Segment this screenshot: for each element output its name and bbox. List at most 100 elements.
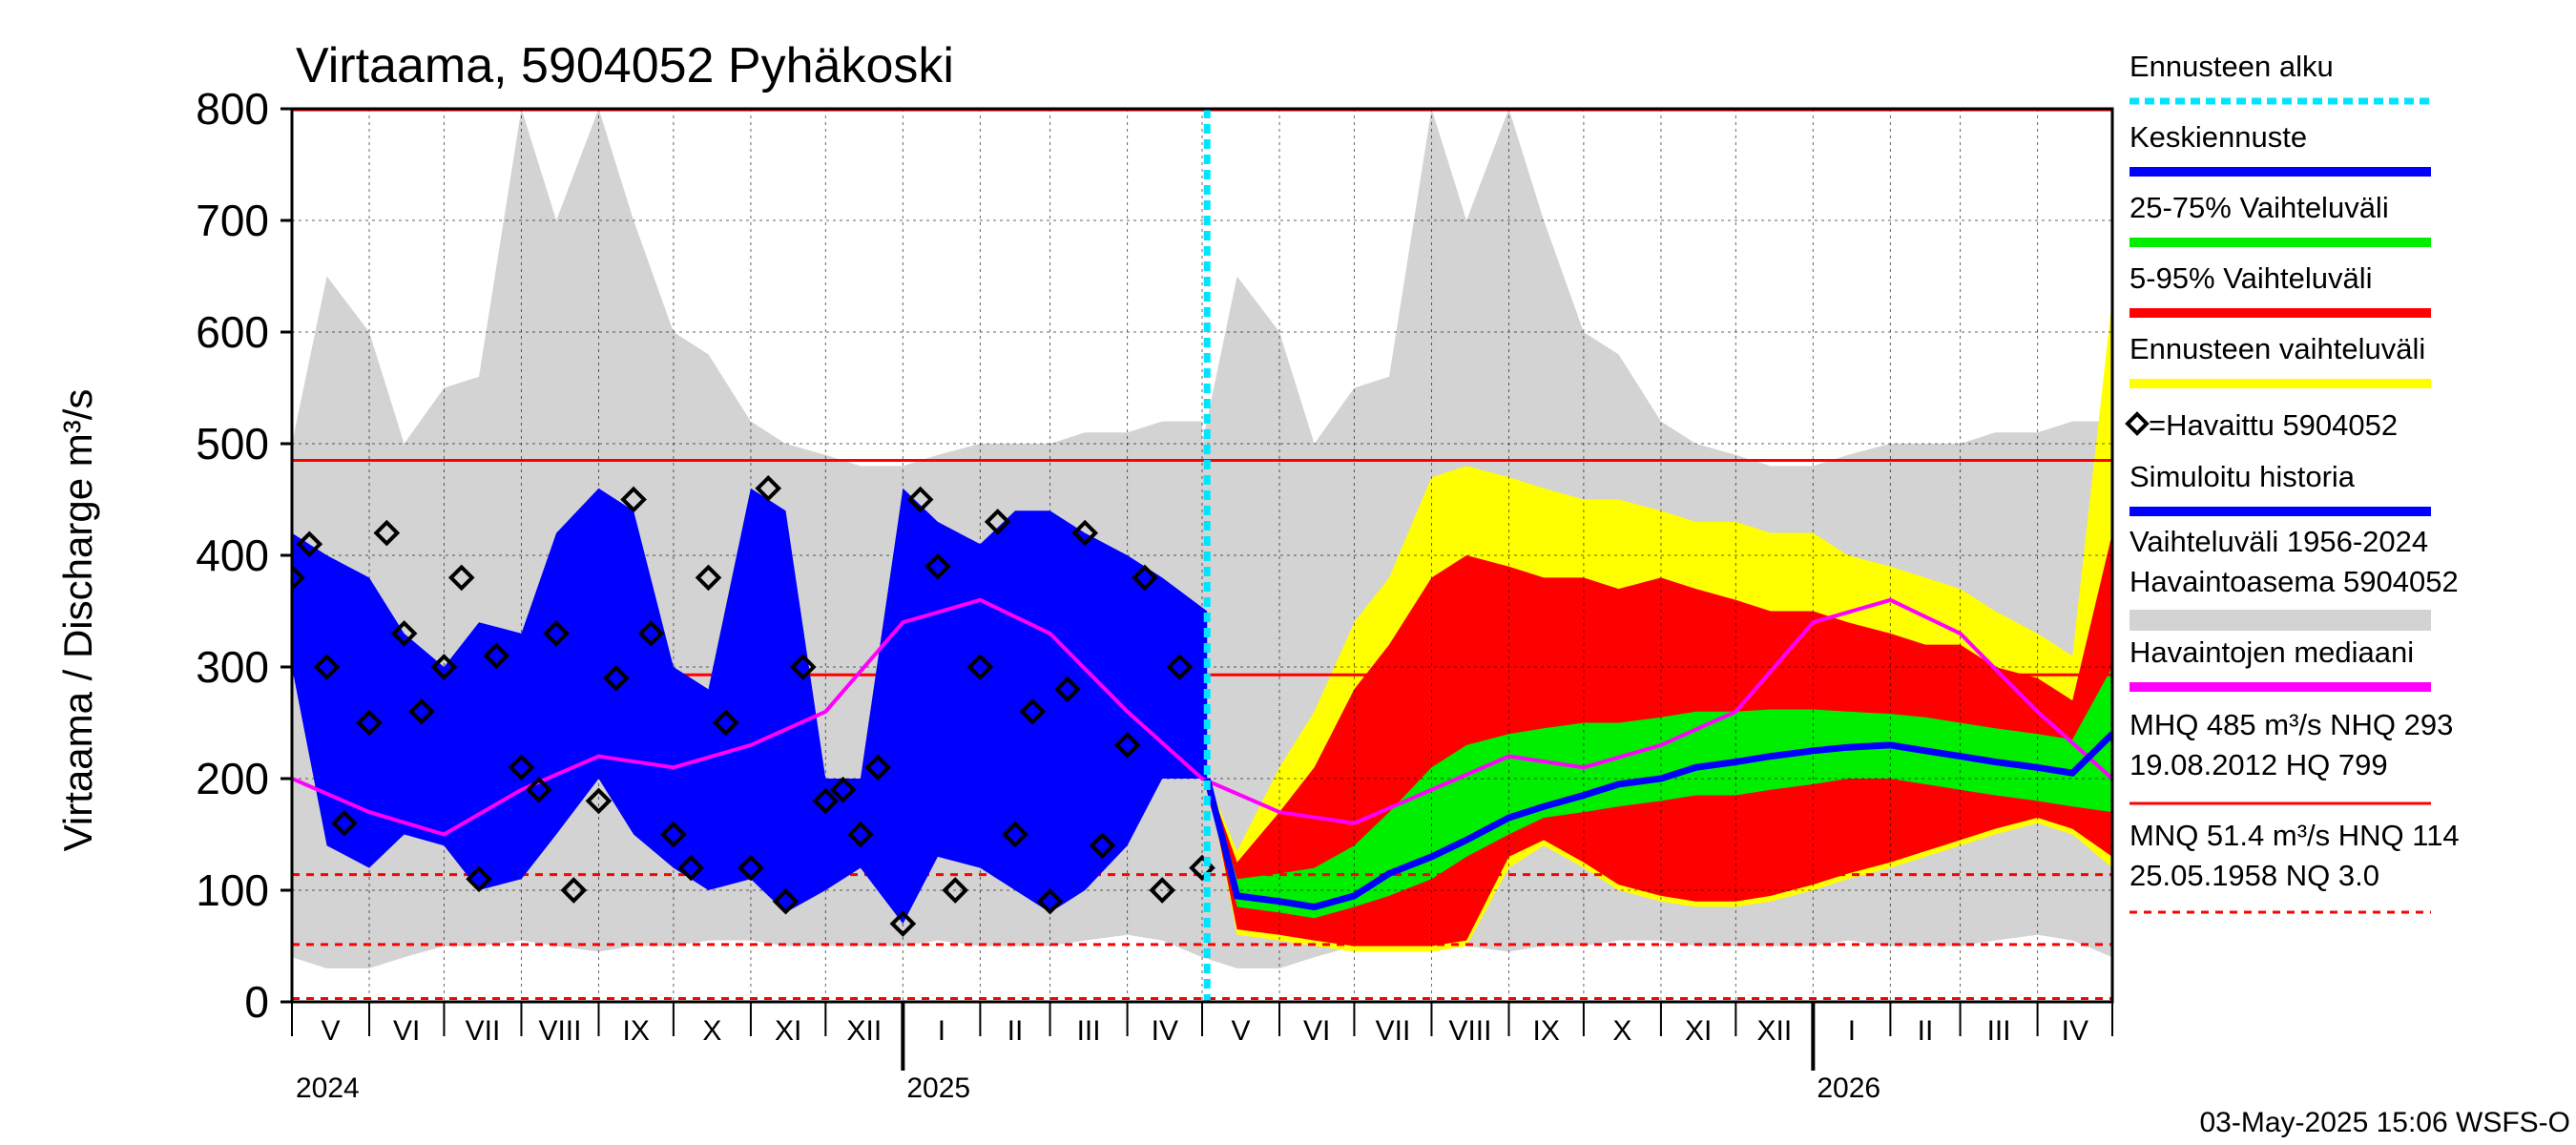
observed-point [772,887,800,915]
chart-title: Virtaama, 5904052 Pyhäkoski [296,38,954,94]
month-label: XII [1757,1015,1793,1047]
year-label: 2025 [906,1072,970,1104]
year-label: 2024 [296,1072,360,1104]
legend-label: Vaihteluväli 1956-2024 [2129,525,2428,558]
x-axis: V VI VII VIII IX X XI XII I II III IV V VI VII VIII IX X X… [291,1002,2113,1104]
month-label: VII [1376,1015,1411,1047]
simulated-history-area [292,488,1208,925]
month-label: IX [1533,1015,1560,1047]
mean-forecast-line [1203,731,2112,911]
month-label: V [322,1015,341,1047]
legend-stat-line: 25.05.1958 NQ 3.0 [2129,859,2379,892]
legend-label: 25-75% Vaihteluväli [2129,191,2389,224]
observed-point [864,754,892,781]
legend-label: Simuloitu historia [2129,460,2356,493]
observed-point [677,854,705,882]
observed-point [430,654,458,680]
observed-point [560,877,588,904]
observed-point [483,642,510,670]
observed-point [1019,697,1047,725]
observed-point [1113,732,1141,759]
month-label: VIII [1448,1015,1491,1047]
observed-point [331,809,358,837]
median-series-line [292,597,2112,837]
observed-point [373,519,401,547]
observed-point [508,754,535,781]
month-label: II [1918,1015,1934,1047]
month-label: VIII [538,1015,581,1047]
mean-forecast-series-line [1203,731,2112,911]
month-label: IV [2062,1015,2088,1047]
legend-label: Ennusteen vaihteluväli [2129,332,2425,365]
observed-point [1089,832,1116,860]
y-tick-label: 200 [196,754,269,803]
observed-point [789,654,817,680]
month-label: X [1612,1015,1631,1047]
legend-label: 5-95% Vaihteluväli [2129,261,2372,295]
simulated-history [292,488,1208,925]
y-tick-label: 400 [196,531,269,580]
legend-label: Havaintoasema 5904052 [2129,565,2459,598]
month-label: IV [1152,1015,1178,1047]
y-axis-ticks: 0 100 200 300 400 500 600 700 800 [196,84,292,1027]
observed-point [1054,676,1081,703]
observed-point [543,620,570,647]
observed-point [695,564,722,592]
observed-point [525,776,552,803]
month-label: VI [1303,1015,1330,1047]
observed-point [847,821,874,848]
month-label: I [1848,1015,1856,1047]
month-label: VI [393,1015,420,1047]
month-label: V [1232,1015,1251,1047]
month-label: XII [847,1015,883,1047]
observed-point [602,664,630,692]
legend-stat-line: 19.08.2012 HQ 799 [2129,748,2388,781]
y-tick-label: 700 [196,196,269,245]
observed-point [447,564,475,592]
legend-stat-line: MHQ 485 m³/s NHQ 293 [2129,708,2453,741]
observed-point [660,821,687,848]
observed-point [296,531,323,558]
observed-point [755,474,782,502]
observed-point [942,877,969,904]
observed-point [292,564,305,592]
legend-stat-line: MNQ 51.4 m³/s HNQ 114 [2129,819,2460,852]
observed-point [390,620,418,647]
observed-point [1071,519,1098,547]
observed-point [712,709,739,737]
year-label: 2026 [1817,1072,1880,1104]
month-label: X [702,1015,721,1047]
observed-point [984,509,1011,535]
month-label: III [1077,1015,1101,1047]
observed-point [889,910,917,937]
legend-label: Keskiennuste [2129,120,2307,154]
month-label: XI [1685,1015,1712,1047]
observed-point [1166,654,1194,680]
observed-point [906,486,934,513]
observed-point [620,486,647,513]
plot-area [292,109,2112,1002]
y-tick-label: 600 [196,307,269,357]
observed-point [1149,877,1176,904]
legend: Ennusteen alku Keskiennuste 25-75% Vaihtel… [2125,50,2460,914]
observed-point [408,697,435,725]
observed-point [637,620,665,647]
observed-point [356,709,383,737]
observed-points [292,474,1215,937]
observed-point [924,552,951,580]
y-tick-label: 100 [196,865,269,915]
y-tick-label: 800 [196,84,269,134]
y-tick-label: 300 [196,642,269,692]
observed-point [1036,887,1064,915]
observed-point [466,865,492,893]
observed-point [313,654,341,680]
month-label: III [1987,1015,2011,1047]
legend-label: Ennusteen alku [2129,50,2334,83]
observed-point [1132,564,1158,592]
observed-point [737,854,764,882]
legend-label: =Havaittu 5904052 [2149,408,2398,442]
y-axis-label: Virtaama / Discharge m³/s [55,389,100,852]
legend-label: Havaintojen mediaani [2129,635,2414,669]
month-label: VII [466,1015,501,1047]
